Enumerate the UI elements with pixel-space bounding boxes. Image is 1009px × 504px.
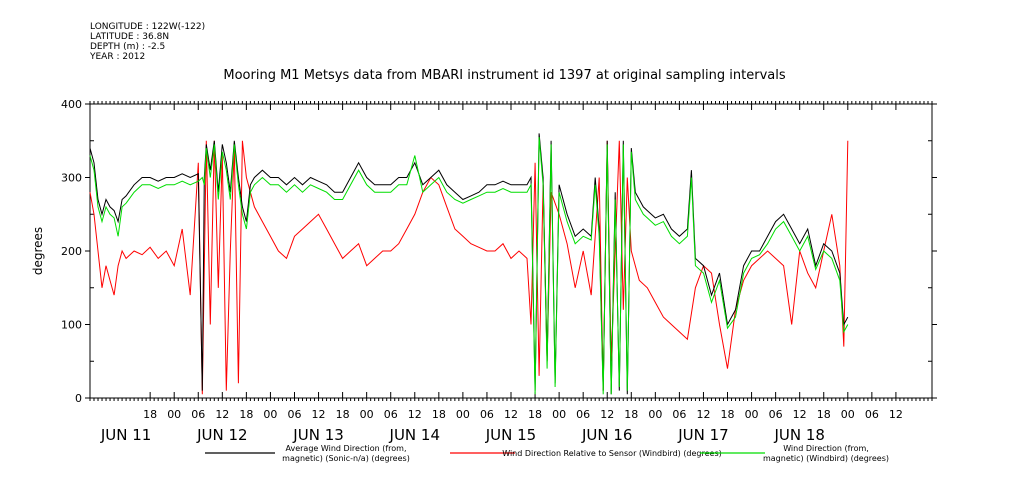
legend-label: Wind Direction (from, (783, 444, 869, 453)
x-tick-label: 18 (817, 408, 831, 421)
plot-frame (89, 103, 933, 399)
y-tick-label: 400 (61, 98, 82, 111)
x-tick-label: 06 (384, 408, 398, 421)
x-tick-label: 00 (456, 408, 470, 421)
legend-label-line2: magnetic) (Windbird) (degrees) (763, 454, 889, 463)
x-tick-label: 18 (336, 408, 350, 421)
x-tick-label: 12 (889, 408, 903, 421)
y-tick-label: 300 (61, 172, 82, 185)
x-tick-label: 12 (504, 408, 518, 421)
legend-item: Wind Direction (from,magnetic) (Windbird… (700, 444, 889, 463)
minor-ticks (89, 101, 933, 401)
x-tick-label: 12 (600, 408, 614, 421)
x-tick-label: 06 (672, 408, 686, 421)
x-tick-label: 00 (360, 408, 374, 421)
x-tick-label: 18 (624, 408, 638, 421)
x-tick-label: 12 (215, 408, 229, 421)
legend-item: Average Wind Direction (from,magnetic) (… (205, 444, 410, 463)
y-axis-label: degrees (31, 227, 45, 275)
day-label: JUN 18 (773, 426, 824, 444)
x-tick-label: 18 (239, 408, 253, 421)
legend-label-line2: magnetic) (Sonic-n/a) (degrees) (282, 454, 410, 463)
x-tick-label: 06 (191, 408, 205, 421)
x-tick-label: 06 (576, 408, 590, 421)
depth-text: DEPTH (m) : -2.5 (90, 42, 166, 52)
y-tick-label: 100 (61, 319, 82, 332)
x-tick-label: 18 (528, 408, 542, 421)
y-tick-label: 0 (75, 392, 82, 405)
day-label: JUN 17 (677, 426, 728, 444)
legend-label: Average Wind Direction (from, (285, 444, 406, 453)
x-tick-label: 00 (745, 408, 759, 421)
x-tick-label: 00 (263, 408, 277, 421)
series-line-windbird (89, 137, 849, 395)
x-tick-label: 06 (865, 408, 879, 421)
x-tick-label: 12 (408, 408, 422, 421)
x-tick-label: 06 (769, 408, 783, 421)
day-label: JUN 16 (581, 426, 632, 444)
latitude-text: LATITUDE : 36.8N (90, 32, 170, 42)
x-tick-label: 06 (480, 408, 494, 421)
chart-title: Mooring M1 Metsys data from MBARI instru… (223, 68, 786, 83)
day-label: JUN 13 (292, 426, 343, 444)
legend-label: Wind Direction Relative to Sensor (Windb… (502, 449, 722, 458)
x-tick-label: 00 (648, 408, 662, 421)
x-tick-label: 18 (721, 408, 735, 421)
day-label: JUN 11 (100, 426, 151, 444)
x-tick-label: 12 (793, 408, 807, 421)
legend-item: Wind Direction Relative to Sensor (Windb… (450, 449, 722, 458)
day-label: JUN 12 (196, 426, 247, 444)
x-tick-label: 18 (143, 408, 157, 421)
legend: Average Wind Direction (from,magnetic) (… (205, 444, 889, 463)
series-line-average-sonic (89, 133, 849, 395)
y-tick-label: 200 (61, 245, 82, 258)
x-tick-label: 18 (432, 408, 446, 421)
x-tick-label: 12 (312, 408, 326, 421)
x-tick-label: 00 (841, 408, 855, 421)
metadata-block: LONGITUDE : 122W(-122) LATITUDE : 36.8N … (90, 22, 205, 62)
x-tick-label: 06 (287, 408, 301, 421)
x-tick-label: 00 (552, 408, 566, 421)
year-text: YEAR : 2012 (90, 52, 146, 62)
longitude-text: LONGITUDE : 122W(-122) (90, 22, 206, 32)
day-label: JUN 14 (389, 426, 440, 444)
x-tick-label: 12 (696, 408, 710, 421)
x-tick-label: 00 (167, 408, 181, 421)
day-label: JUN 15 (485, 426, 536, 444)
